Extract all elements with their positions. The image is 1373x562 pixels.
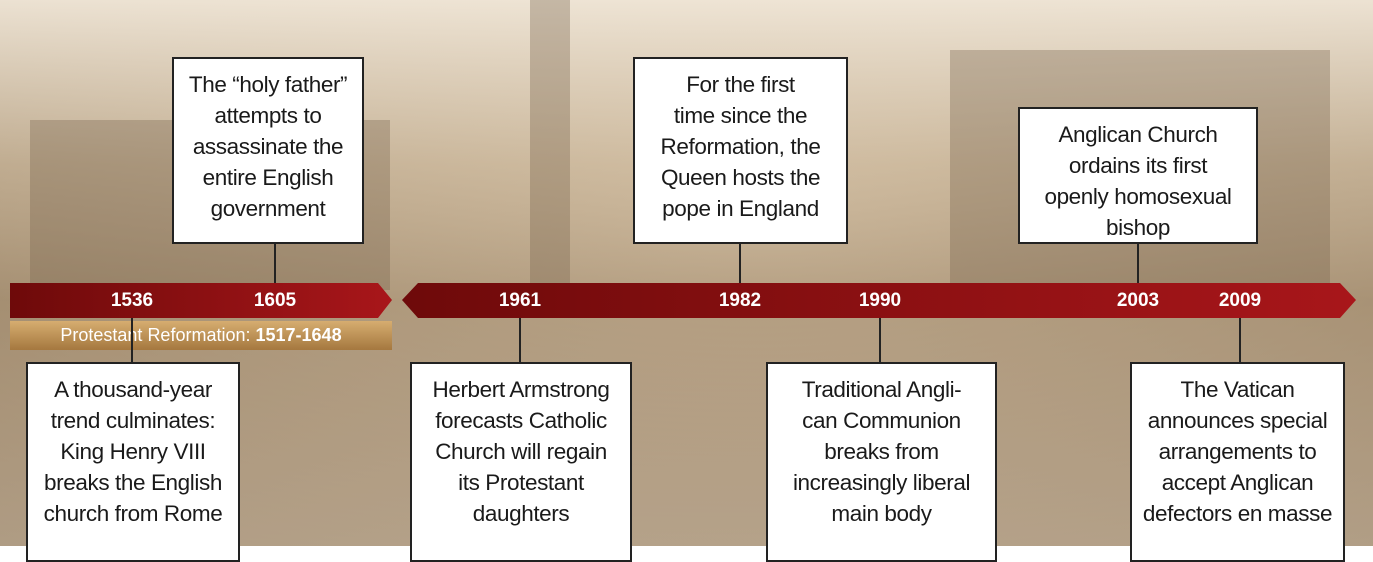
- connector: [274, 244, 276, 283]
- event-text: Church will regain: [412, 436, 630, 467]
- event-text: accept Anglican: [1132, 467, 1343, 498]
- reformation-band: Protestant Reformation: 1517-1648: [10, 321, 392, 350]
- event-text: openly homosexual: [1020, 181, 1256, 212]
- event-text: attempts to: [174, 100, 362, 131]
- event-text: Traditional Angli-: [768, 374, 995, 405]
- connector: [1137, 244, 1139, 283]
- connector: [739, 244, 741, 283]
- event-text: its Protestant: [412, 467, 630, 498]
- page: Protestant Reformation: 1517-1648 (() =>…: [0, 0, 1373, 546]
- event-text: arrangements to: [1132, 436, 1343, 467]
- event-text: assassinate the: [174, 131, 362, 162]
- year-label: 1536: [92, 287, 172, 315]
- event-text: pope in England: [635, 193, 846, 224]
- event-text: can Communion: [768, 405, 995, 436]
- year-label: 2003: [1098, 287, 1178, 315]
- event-text: government: [174, 193, 362, 224]
- event-text: main body: [768, 498, 995, 529]
- event-text: breaks from: [768, 436, 995, 467]
- connector: [879, 318, 881, 362]
- year-label: 1605: [235, 287, 315, 315]
- event-text: The Vatican: [1132, 374, 1343, 405]
- event-text: Herbert Armstrong: [412, 374, 630, 405]
- event-text: announces special: [1132, 405, 1343, 436]
- event-text: time since the: [635, 100, 846, 131]
- connector: [1239, 318, 1241, 362]
- year-label: 1982: [700, 287, 780, 315]
- connector: [131, 318, 133, 362]
- year-label: 1961: [480, 287, 560, 315]
- event-text: entire English: [174, 162, 362, 193]
- connector: [519, 318, 521, 362]
- event-text: forecasts Catholic: [412, 405, 630, 436]
- event-text: Reformation, the: [635, 131, 846, 162]
- event-text: bishop: [1020, 212, 1256, 243]
- year-label: 1990: [840, 287, 920, 315]
- event-text: ordains its first: [1020, 150, 1256, 181]
- event-text: breaks the English: [28, 467, 238, 498]
- event-text: Queen hosts the: [635, 162, 846, 193]
- event-text: A thousand-year: [28, 374, 238, 405]
- event-text: For the first: [635, 69, 846, 100]
- event-text: Anglican Church: [1020, 119, 1256, 150]
- event-text: The “holy father”: [174, 69, 362, 100]
- event-text: daughters: [412, 498, 630, 529]
- year-label: 2009: [1200, 287, 1280, 315]
- bar-segment: [10, 283, 392, 318]
- event-text: King Henry VIII: [28, 436, 238, 467]
- event-text: church from Rome: [28, 498, 238, 529]
- event-text: increasingly liberal: [768, 467, 995, 498]
- event-text: defectors en masse: [1132, 498, 1343, 529]
- reformation-range: 1517-1648: [256, 325, 342, 345]
- reformation-label: Protestant Reformation:: [60, 325, 250, 345]
- event-text: trend culminates:: [28, 405, 238, 436]
